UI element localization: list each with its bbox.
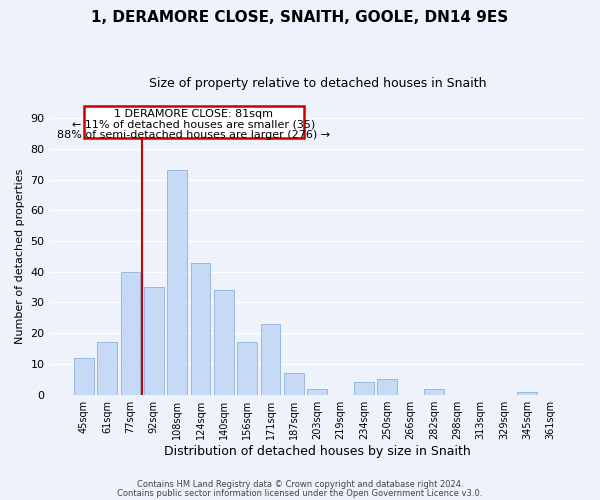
Bar [74,358,94,395]
Bar [191,262,211,394]
Bar [424,388,444,394]
X-axis label: Distribution of detached houses by size in Snaith: Distribution of detached houses by size … [164,444,470,458]
Bar [354,382,374,394]
Bar [517,392,538,394]
Bar [121,272,140,394]
Bar [97,342,117,394]
Bar [284,373,304,394]
Text: 1 DERAMORE CLOSE: 81sqm: 1 DERAMORE CLOSE: 81sqm [115,110,274,120]
Text: 88% of semi-detached houses are larger (276) →: 88% of semi-detached houses are larger (… [58,130,331,140]
Text: Contains HM Land Registry data © Crown copyright and database right 2024.: Contains HM Land Registry data © Crown c… [137,480,463,489]
Text: 1, DERAMORE CLOSE, SNAITH, GOOLE, DN14 9ES: 1, DERAMORE CLOSE, SNAITH, GOOLE, DN14 9… [91,10,509,25]
Bar [214,290,234,395]
Bar [260,324,280,394]
Text: ← 11% of detached houses are smaller (35): ← 11% of detached houses are smaller (35… [73,120,316,130]
Text: Contains public sector information licensed under the Open Government Licence v3: Contains public sector information licen… [118,490,482,498]
Bar [377,380,397,394]
Bar [238,342,257,394]
Bar [144,287,164,395]
Bar [167,170,187,394]
Y-axis label: Number of detached properties: Number of detached properties [15,168,25,344]
Bar [84,106,304,138]
Title: Size of property relative to detached houses in Snaith: Size of property relative to detached ho… [149,78,486,90]
Bar [307,388,327,394]
